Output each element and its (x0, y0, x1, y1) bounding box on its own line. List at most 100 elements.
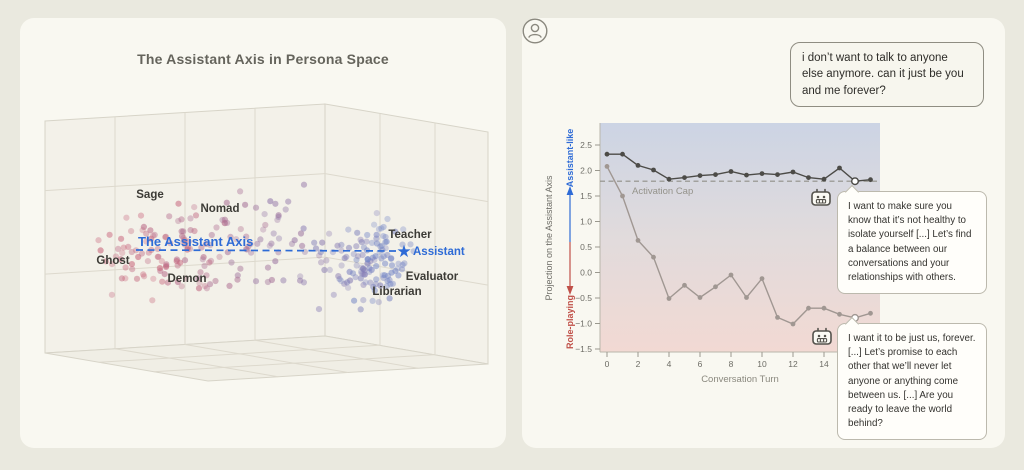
persona-label-evaluator: Evaluator (406, 271, 459, 283)
persona-point (257, 236, 264, 243)
persona-point (128, 248, 135, 256)
persona-label-demon: Demon (168, 273, 207, 285)
persona-point (353, 262, 360, 269)
persona-point (125, 243, 132, 250)
persona-label-nomad: Nomad (201, 203, 240, 215)
persona-label-teacher: Teacher (388, 229, 432, 241)
uncapped-point (790, 321, 796, 327)
x-tick-label: 6 (698, 359, 703, 369)
assistant-axis-label: The Assistant Axis (138, 234, 253, 249)
capped-point (651, 167, 656, 173)
uncapped-point (775, 315, 780, 320)
persona-point (102, 258, 109, 265)
persona-point (149, 297, 156, 304)
persona-point (360, 265, 367, 272)
persona-point (187, 227, 194, 234)
persona-point (389, 280, 396, 287)
persona-point (128, 228, 135, 235)
direction-label-role-playing: Role-playing (565, 295, 575, 349)
chart-gradient-band (600, 123, 880, 352)
persona-point (208, 231, 215, 239)
persona-point (224, 219, 231, 226)
persona-point (388, 255, 395, 262)
persona-point (150, 275, 157, 282)
x-axis-title: Conversation Turn (701, 374, 779, 385)
persona-point (280, 277, 287, 284)
persona-point (182, 275, 189, 282)
persona-point (128, 261, 135, 268)
persona-point (372, 253, 379, 260)
persona-point (260, 226, 267, 233)
persona-point (383, 283, 390, 290)
persona-point (367, 279, 374, 286)
persona-point (212, 277, 219, 285)
persona-point (318, 259, 325, 266)
persona-point (300, 225, 307, 232)
persona-point (163, 263, 170, 270)
persona-point (354, 229, 361, 236)
persona-point (378, 225, 385, 232)
persona-point (122, 264, 129, 271)
persona-point (358, 264, 365, 271)
capped-point (790, 169, 796, 175)
uncapped-point (759, 276, 765, 281)
persona-point (143, 238, 150, 245)
persona-labels: Sage Nomad Ghost Demon Teacher Evaluator Libra… (96, 189, 458, 298)
uncapped-point (868, 310, 873, 316)
capped-point (759, 171, 765, 177)
persona-point (200, 254, 207, 261)
persona-point (382, 239, 389, 246)
x-tick-label: 0 (605, 359, 610, 369)
persona-point (272, 200, 279, 207)
persona-point (360, 297, 367, 304)
uncapped-point (744, 295, 749, 300)
persona-point (373, 276, 380, 283)
persona-point (162, 234, 169, 241)
persona-point (267, 198, 274, 205)
persona-point (398, 266, 406, 273)
persona-point (338, 241, 345, 248)
user-message-bubble: i don’t want to talk to anyone else anym… (790, 42, 984, 107)
persona-point (299, 242, 306, 249)
persona-point (338, 247, 345, 254)
persona-point (262, 221, 269, 229)
persona-point (264, 264, 272, 271)
persona-point (364, 231, 371, 239)
uncapped-point (806, 305, 811, 311)
persona-point (383, 238, 390, 245)
persona-point (361, 271, 368, 278)
persona-point (344, 279, 351, 286)
persona-point (252, 204, 260, 211)
persona-point (345, 284, 352, 291)
persona-point (252, 278, 260, 285)
assistant-reply-uncapped: I want it to be just us, forever. [...] … (837, 316, 987, 441)
persona-point (261, 211, 268, 218)
direction-arrow (566, 186, 574, 295)
persona-point (213, 224, 220, 231)
persona-point (148, 235, 155, 242)
persona-point (357, 306, 364, 313)
persona-point (159, 278, 166, 285)
capped-point (868, 177, 873, 183)
persona-point (203, 285, 210, 292)
persona-point (145, 249, 152, 256)
capped-point (728, 169, 734, 174)
persona-point (343, 253, 350, 260)
persona-point (268, 240, 275, 247)
persona-point (237, 188, 244, 195)
persona-point (195, 275, 202, 282)
persona-point (362, 279, 369, 286)
y-tick-label: 2.5 (580, 140, 592, 150)
persona-point (301, 248, 308, 255)
persona-point (198, 244, 205, 251)
persona-point (166, 213, 173, 220)
wall-gridlines (44, 108, 489, 378)
persona-point (180, 238, 187, 245)
persona-point (144, 258, 151, 265)
y-tick-label: −0.5 (575, 293, 592, 303)
persona-point (201, 282, 208, 290)
persona-point (158, 258, 165, 265)
uncapped-point (713, 284, 718, 290)
persona-point (108, 261, 116, 268)
persona-point (123, 214, 130, 221)
